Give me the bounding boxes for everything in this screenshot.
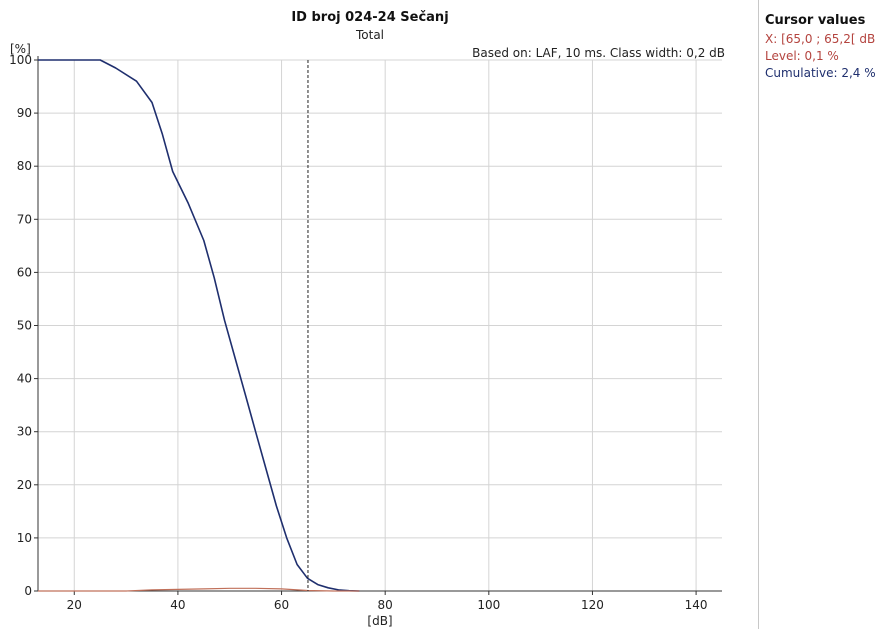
x-axis-label: [dB] bbox=[367, 614, 392, 628]
cursor-cumulative-value: Cumulative: 2,4 % bbox=[765, 66, 876, 80]
cursor-level-value: Level: 0,1 % bbox=[765, 49, 839, 63]
grid bbox=[38, 59, 722, 591]
cursor-x-value: X: [65,0 ; 65,2[ dB bbox=[765, 32, 876, 46]
axes bbox=[34, 56, 722, 595]
x-tick-label: 60 bbox=[274, 598, 289, 612]
cursor-values-heading: Cursor values bbox=[765, 13, 866, 28]
y-tick-label: 100 bbox=[9, 53, 32, 67]
cumulative-series-line bbox=[38, 59, 360, 592]
x-tick-label: 140 bbox=[685, 598, 708, 612]
y-axis-label: [%] bbox=[10, 42, 31, 56]
chart-title: ID broj 024-24 Sečanj bbox=[291, 10, 449, 25]
y-tick-label: 10 bbox=[17, 531, 32, 545]
cursor-values-panel: Cursor values X: [65,0 ; 65,2[ dB Level:… bbox=[758, 0, 877, 629]
chart-subtitle: Total bbox=[355, 28, 385, 42]
y-tick-label: 40 bbox=[17, 372, 32, 386]
y-tick-label: 90 bbox=[17, 106, 32, 120]
y-tick-label: 50 bbox=[17, 319, 32, 333]
y-tick-label: 0 bbox=[24, 584, 32, 598]
x-tick-label: 20 bbox=[67, 598, 82, 612]
tick-labels: 0 10 20 30 40 50 60 70 80 90 100 20 40 60 80 100 120 140 bbox=[9, 53, 707, 612]
x-tick-label: 40 bbox=[170, 598, 185, 612]
y-tick-label: 80 bbox=[17, 159, 32, 173]
series-lines bbox=[38, 59, 360, 592]
y-tick-label: 30 bbox=[17, 425, 32, 439]
level-series-line bbox=[38, 587, 360, 592]
x-tick-label: 120 bbox=[581, 598, 604, 612]
x-tick-label: 80 bbox=[378, 598, 393, 612]
chart-note: Based on: LAF, 10 ms. Class width: 0,2 d… bbox=[472, 46, 725, 60]
y-tick-label: 70 bbox=[17, 212, 32, 226]
y-tick-label: 20 bbox=[17, 478, 32, 492]
x-tick-label: 100 bbox=[477, 598, 500, 612]
y-tick-label: 60 bbox=[17, 265, 32, 279]
